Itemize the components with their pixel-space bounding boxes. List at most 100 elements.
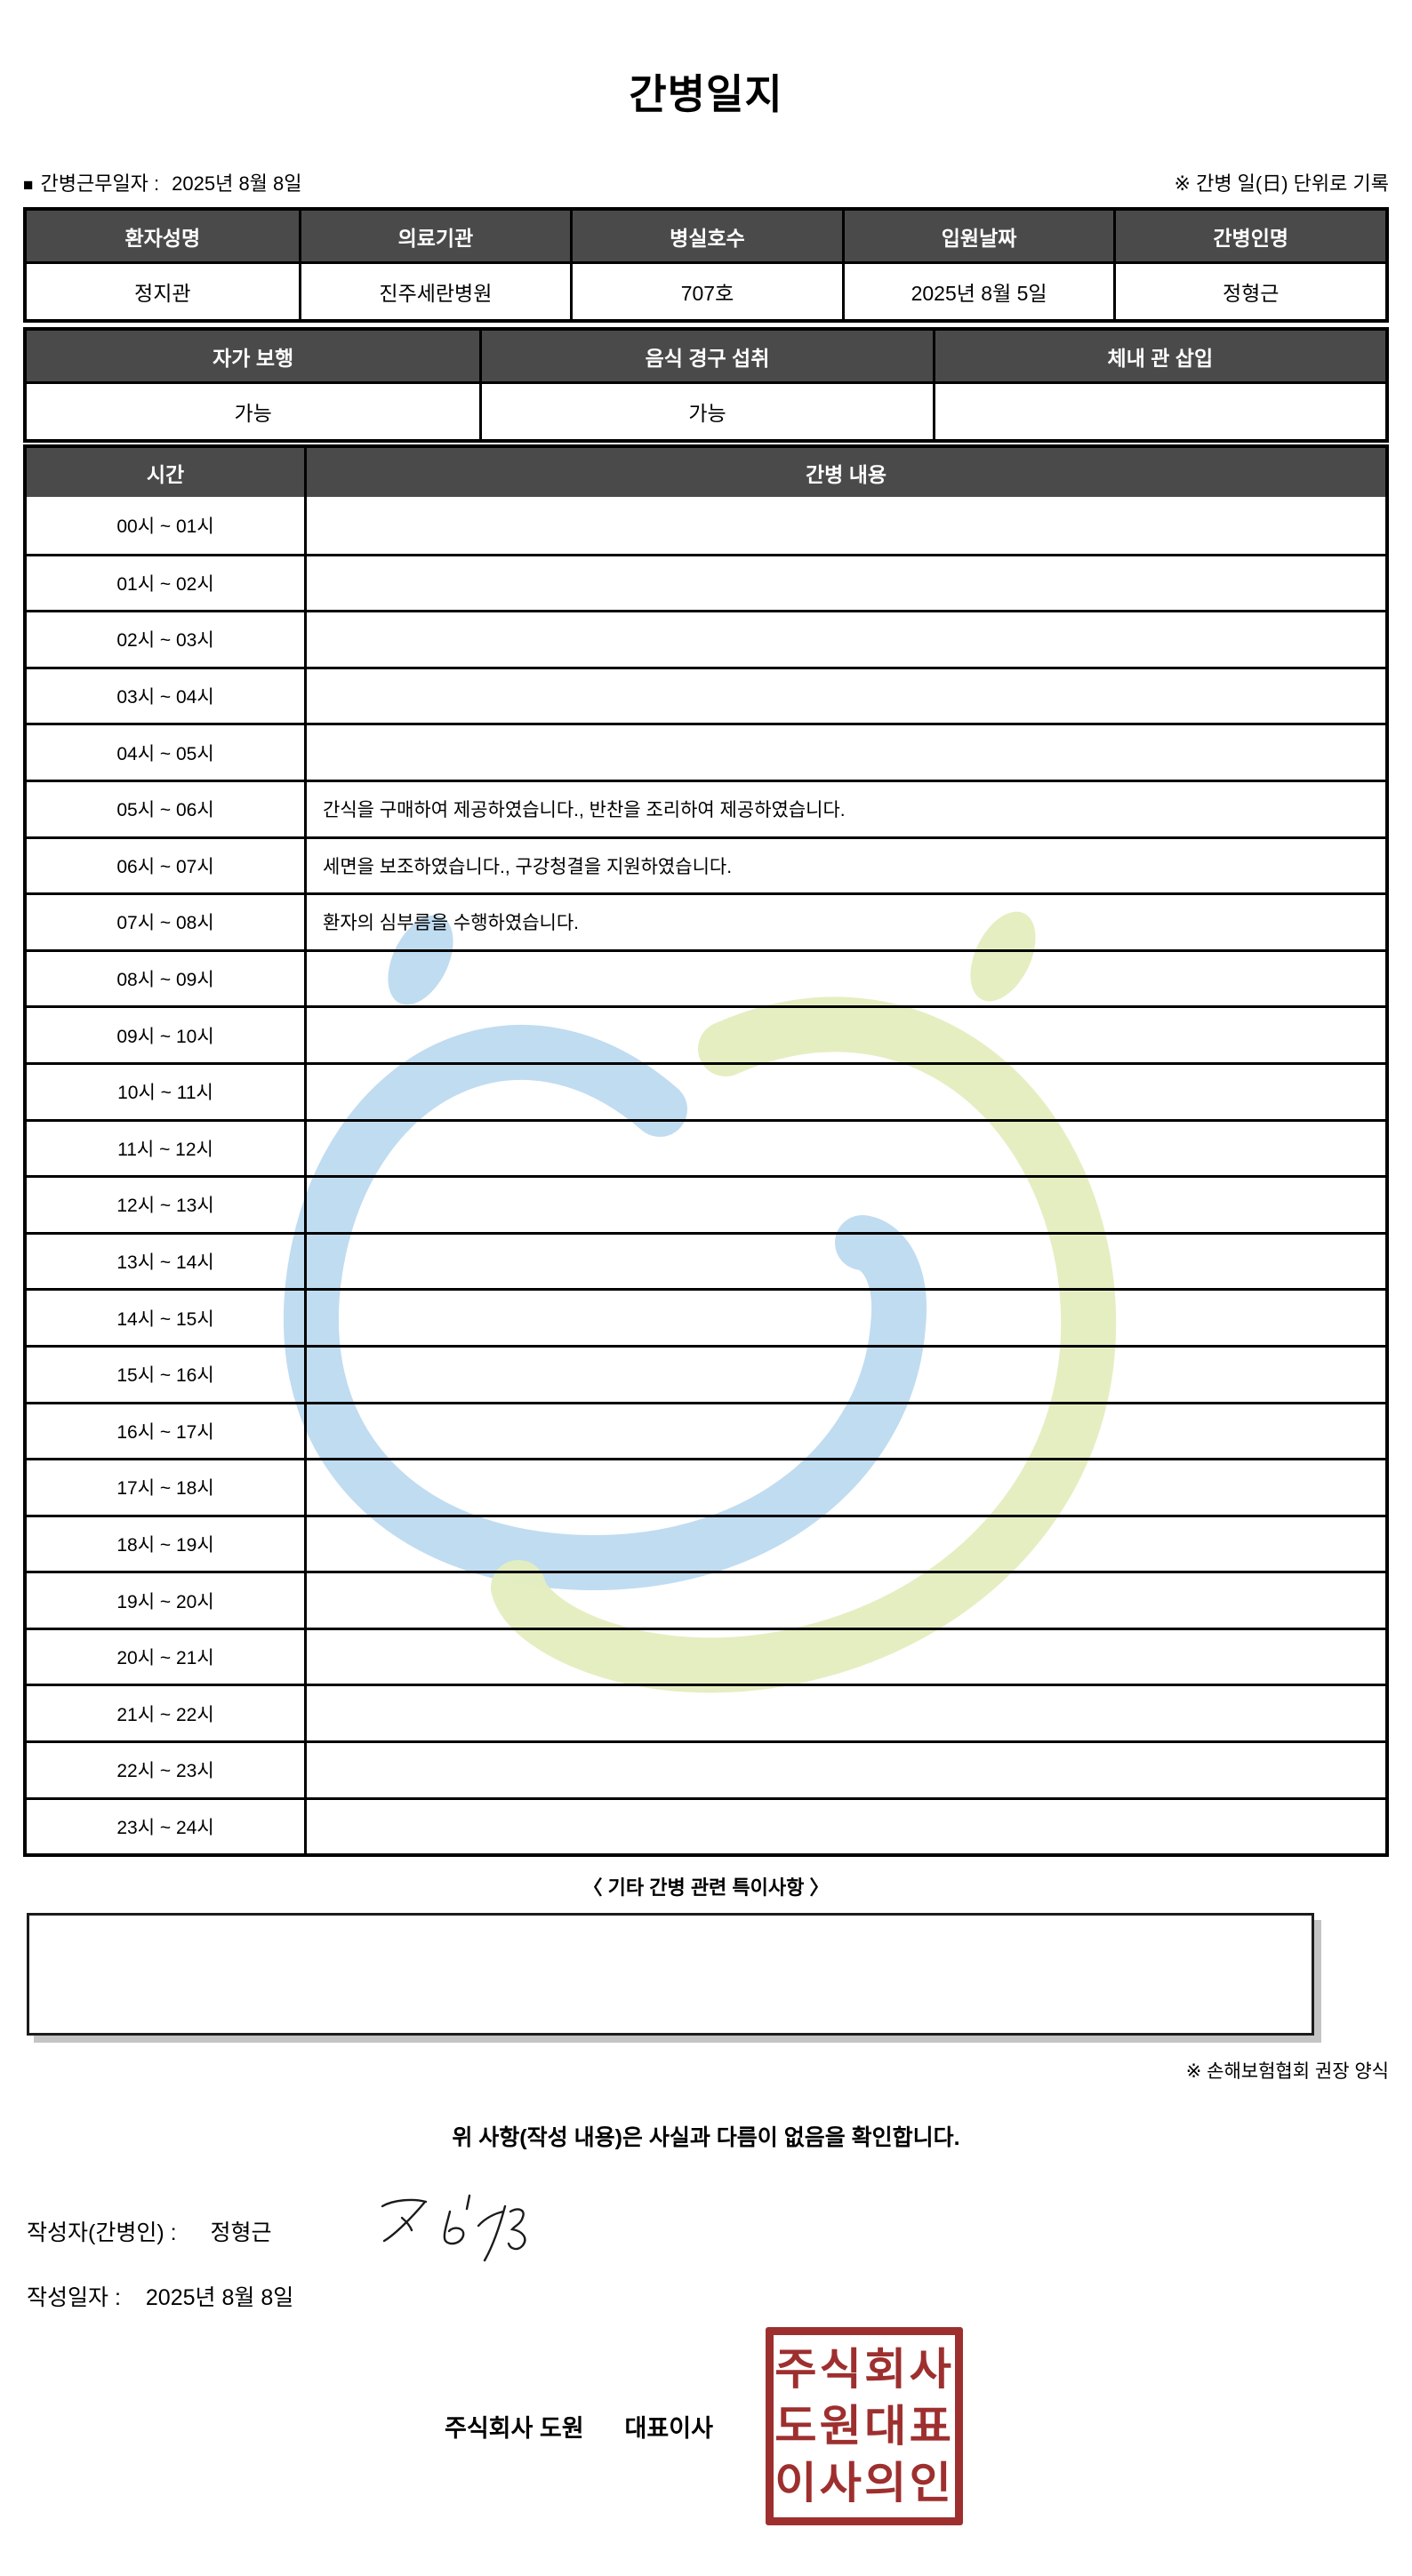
care-table-row: 17시 ~ 18시: [27, 1458, 1385, 1515]
form-recommendation-note: ※ 손해보험협회 권장 양식: [1185, 2061, 1389, 2082]
care-time-cell: 18시 ~ 19시: [116, 1534, 214, 1556]
care-time-cell: 02시 ~ 03시: [116, 630, 214, 652]
care-table-row: 12시 ~ 13시: [27, 1175, 1385, 1232]
watermark-blue-swirl: [283, 1024, 927, 1591]
care-table-row: 15시 ~ 16시: [27, 1344, 1385, 1402]
status-value-cell: [932, 384, 1385, 439]
patient-header-cell: 환자성명: [27, 211, 299, 261]
care-table-row: 04시 ~ 05시: [27, 723, 1385, 780]
care-table-row: 01시 ~ 02시: [27, 553, 1385, 611]
patient-value-cell: 707호: [570, 264, 842, 319]
care-content-cell: [304, 1686, 1385, 1741]
care-table-row: 09시 ~ 10시: [27, 1005, 1385, 1062]
status-value-cell: 가능: [479, 384, 932, 439]
care-time-cell: 08시 ~ 09시: [116, 970, 214, 991]
status-table-value-row: 가능 가능: [27, 381, 1385, 439]
stamp-text-line: 도원대표: [774, 2402, 954, 2451]
unit-note: ※ 간병 일(日) 단위로 기록: [1174, 172, 1389, 195]
work-date-value: 2025년 8월 8일: [172, 172, 302, 195]
patient-header-cell: 병실호수: [570, 211, 842, 261]
watermark-green-dot: [970, 911, 1036, 1002]
status-header-cell: 체내 관 삽입: [932, 331, 1385, 381]
care-content-cell: [304, 1291, 1385, 1345]
writer-line: 작성자(간병인) : 정형근: [27, 2215, 272, 2247]
care-time-cell: 10시 ~ 11시: [117, 1083, 213, 1104]
care-table-row: 22시 ~ 23시: [27, 1740, 1385, 1797]
status-value-cell: 가능: [234, 402, 272, 425]
status-header-cell: 음식 경구 섭취: [479, 331, 933, 381]
care-time-cell: 20시 ~ 21시: [116, 1648, 214, 1669]
care-content-cell: 간식을 구매하여 제공하였습니다., 반찬을 조리하여 제공하였습니다.: [304, 781, 1385, 836]
care-time-cell: 07시 ~ 08시: [116, 913, 214, 934]
care-time-cell: 13시 ~ 14시: [116, 1252, 214, 1274]
page-title: 간병일지: [629, 71, 783, 117]
care-content-cell: [304, 668, 1385, 724]
care-content-cell: [304, 1743, 1385, 1797]
care-content-cell: [304, 1573, 1385, 1628]
watermark-blue-dot: [388, 915, 453, 1005]
stamp-text-line: 이사의인: [774, 2459, 954, 2508]
patient-value-cell: 2025년 8월 5일: [841, 264, 1114, 319]
confirmation-statement: 위 사항(작성 내용)은 사실과 다름이 없음을 확인합니다.: [452, 2125, 960, 2150]
care-time-cell: 23시 ~ 24시: [116, 1817, 214, 1838]
company-line: 주식회사 도원 대표이사: [445, 2409, 713, 2444]
special-notes-box: [27, 1913, 1314, 2036]
care-table-row: 18시 ~ 19시: [27, 1514, 1385, 1572]
writer-label: 작성자(간병인) :: [27, 2220, 177, 2245]
care-table-row: 02시 ~ 03시: [27, 610, 1385, 667]
writer-name: 정형근: [210, 2220, 272, 2245]
care-table-row: 10시 ~ 11시: [27, 1061, 1385, 1119]
care-time-cell: 14시 ~ 15시: [116, 1308, 214, 1330]
square-bullet-icon: ■: [23, 176, 34, 195]
status-header-cell: 자가 보행: [27, 331, 480, 381]
write-date-label: 작성일자 :: [27, 2285, 121, 2310]
write-date-line: 작성일자 : 2025년 8월 8일: [27, 2280, 293, 2312]
care-table-row: 07시 ~ 08시 환자의 심부름을 수행하였습니다.: [27, 892, 1385, 949]
care-table-row: 21시 ~ 22시: [27, 1684, 1385, 1741]
care-content-cell: [304, 1404, 1385, 1459]
status-table-header-row: 자가 보행 음식 경구 섭취 체내 관 삽입: [27, 331, 1385, 381]
care-time-cell: 12시 ~ 13시: [116, 1196, 214, 1217]
patient-header-cell: 입원날짜: [841, 211, 1114, 261]
company-name: 주식회사 도원: [445, 2415, 584, 2442]
care-table-row: 00시 ~ 01시: [27, 497, 1385, 554]
care-content-cell: 환자의 심부름을 수행하였습니다.: [304, 895, 1385, 949]
patient-table-value-row: 정지관 진주세란병원 707호 2025년 8월 5일 정형근: [27, 261, 1385, 319]
care-content-header: 간병 내용: [304, 448, 1385, 497]
care-content-cell: [304, 951, 1385, 1006]
care-content-cell: [304, 1799, 1385, 1854]
care-table-header-row: 시간 간병 내용: [27, 448, 1385, 497]
care-table-row: 05시 ~ 06시 간식을 구매하여 제공하였습니다., 반찬을 조리하여 제공하…: [27, 779, 1385, 836]
care-content-cell: [304, 725, 1385, 780]
care-time-cell: 11시 ~ 12시: [117, 1139, 213, 1160]
patient-status-table: 자가 보행 음식 경구 섭취 체내 관 삽입 가능 가능: [23, 327, 1389, 443]
care-table-row: 06시 ~ 07시 세면을 보조하였습니다., 구강청결을 지원하였습니다.: [27, 836, 1385, 893]
care-content-cell: [304, 1064, 1385, 1119]
care-table-row: 16시 ~ 17시: [27, 1401, 1385, 1459]
stamp-text-line: 주식회사: [774, 2345, 954, 2394]
patient-value-cell: 정형근: [1113, 264, 1385, 319]
write-date-value: 2025년 8월 8일: [145, 2285, 294, 2310]
corporate-seal-stamp: 주식회사 도원대표 이사의인: [766, 2327, 963, 2525]
care-content-cell: [304, 1629, 1385, 1684]
care-time-cell: 15시 ~ 16시: [116, 1365, 214, 1387]
care-content-cell: [304, 1178, 1385, 1232]
care-table-row: 14시 ~ 15시: [27, 1288, 1385, 1345]
special-notes-title: 〈 기타 간병 관련 특이사항 〉: [582, 1876, 830, 1899]
meta-row: ■ 간병근무일자 : 2025년 8월 8일 ※ 간병 일(日) 단위로 기록: [23, 168, 1389, 196]
care-table-row: 08시 ~ 09시: [27, 948, 1385, 1006]
care-time-cell: 17시 ~ 18시: [116, 1478, 214, 1500]
patient-value-cell: 진주세란병원: [298, 264, 571, 319]
patient-table-header-row: 환자성명 의료기관 병실호수 입원날짜 간병인명: [27, 211, 1385, 261]
care-time-cell: 05시 ~ 06시: [116, 800, 214, 821]
care-time-cell: 21시 ~ 22시: [116, 1704, 214, 1725]
care-time-cell: 22시 ~ 23시: [116, 1761, 214, 1782]
care-content-cell: [304, 1516, 1385, 1572]
watermark-green-swirl: [491, 996, 1117, 1693]
care-content-cell: [304, 1008, 1385, 1062]
work-date-line: ■ 간병근무일자 : 2025년 8월 8일: [23, 168, 302, 196]
care-time-cell: 19시 ~ 20시: [116, 1591, 214, 1612]
care-time-cell: 00시 ~ 01시: [116, 516, 214, 537]
